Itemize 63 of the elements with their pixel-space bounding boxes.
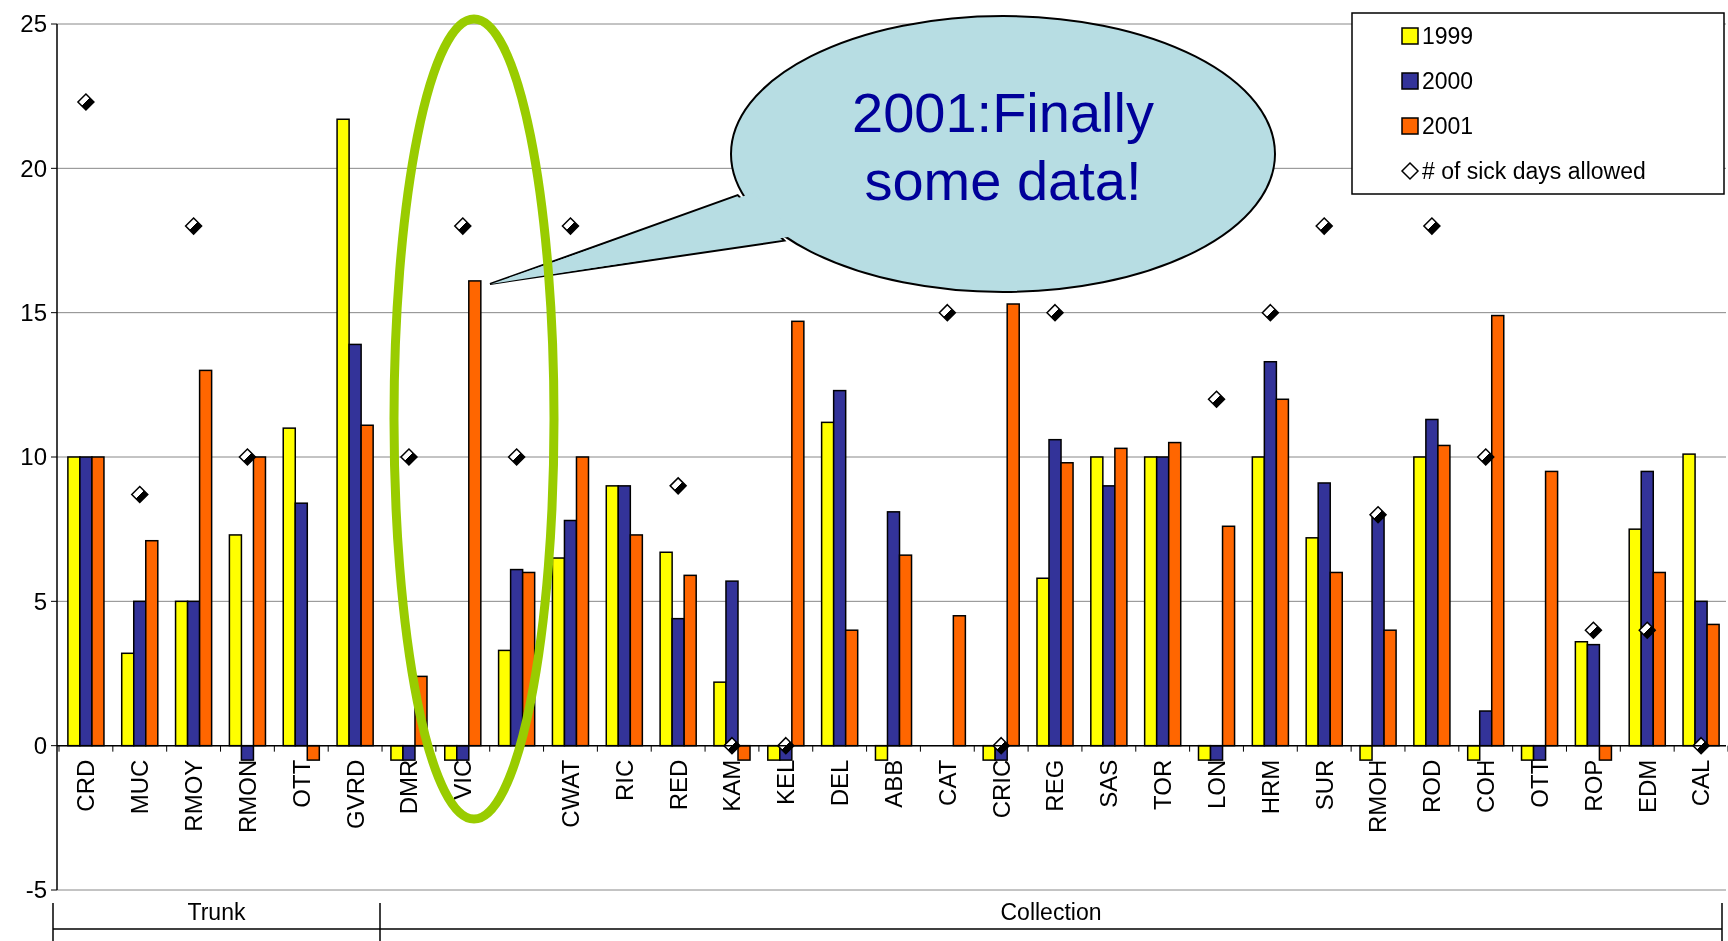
x-tick-label: ROD xyxy=(1418,759,1446,814)
x-tick-label: RMON xyxy=(233,759,261,833)
point xyxy=(400,448,418,466)
y-tick-label: 20 xyxy=(20,154,47,182)
point xyxy=(238,448,257,466)
point xyxy=(1369,505,1387,524)
x-tick-label: RMOH xyxy=(1364,759,1392,833)
x-tick-label: HRM xyxy=(1256,759,1284,815)
y-tick-label: 15 xyxy=(20,299,47,327)
x-tick-label: DMR xyxy=(395,759,423,815)
legend-label: 2000 xyxy=(1422,68,1474,95)
y-tick-label: 25 xyxy=(20,10,47,38)
point xyxy=(938,303,957,322)
point xyxy=(77,93,95,111)
x-tick-label: CRD xyxy=(72,759,100,812)
x-tick-label: COH xyxy=(1472,759,1500,814)
point xyxy=(184,217,203,235)
x-tick-label: KAM xyxy=(718,759,746,812)
x-tick-label: CRIC xyxy=(987,759,1015,819)
x-tick-label: CAT xyxy=(933,759,961,806)
point xyxy=(1638,621,1656,639)
x-tick-label: TOR xyxy=(1149,759,1177,810)
y-tick-label: -5 xyxy=(25,876,47,904)
x-tick-label: VIC xyxy=(449,759,477,800)
point xyxy=(1423,217,1441,235)
annotation: 2001:Finally some data! xyxy=(852,81,1154,212)
x-tick-label: CAL xyxy=(1687,759,1715,807)
x-tick-label: EDM xyxy=(1633,759,1661,814)
point xyxy=(1207,390,1226,409)
point xyxy=(1476,448,1495,466)
x-tick-label: MUC xyxy=(126,759,154,815)
x-tick-label: REG xyxy=(1041,759,1069,812)
legend-label: 1999 xyxy=(1422,23,1474,50)
x-tick-label: SAS xyxy=(1095,759,1123,808)
point xyxy=(507,448,526,466)
x-tick-label: ABB xyxy=(879,759,907,808)
x-tick-label: GVRD xyxy=(341,759,369,830)
y-tick-label: 5 xyxy=(33,587,47,615)
x-tick-label: SUR xyxy=(1310,759,1338,811)
x-tick-label: OTT xyxy=(1525,759,1553,808)
text: Trunk xyxy=(187,899,246,925)
point xyxy=(669,477,687,495)
x-tick-label: RIC xyxy=(610,759,638,802)
legend-label: # of sick days allowed xyxy=(1422,158,1646,185)
text: Collection xyxy=(1000,899,1102,925)
x-tick-label: CWAT xyxy=(556,759,584,828)
x-tick-label: ROP xyxy=(1579,759,1607,812)
x-tick-label: LON xyxy=(1202,759,1230,810)
point xyxy=(1261,303,1280,322)
point xyxy=(1046,303,1064,322)
x-tick-label: RMOY xyxy=(180,759,207,832)
x-tick-label: KEL xyxy=(772,759,800,806)
legend-label: 2001 xyxy=(1422,113,1474,140)
x-tick-label: DEL xyxy=(826,759,854,807)
point xyxy=(561,217,580,235)
x-tick-label: OTT xyxy=(287,759,315,808)
y-tick-label: 10 xyxy=(20,443,47,471)
y-tick-label: 0 xyxy=(33,732,47,760)
point xyxy=(1584,621,1603,639)
point xyxy=(454,217,472,235)
point xyxy=(1315,217,1333,235)
point xyxy=(131,485,149,504)
x-tick-label: RED xyxy=(664,759,692,811)
